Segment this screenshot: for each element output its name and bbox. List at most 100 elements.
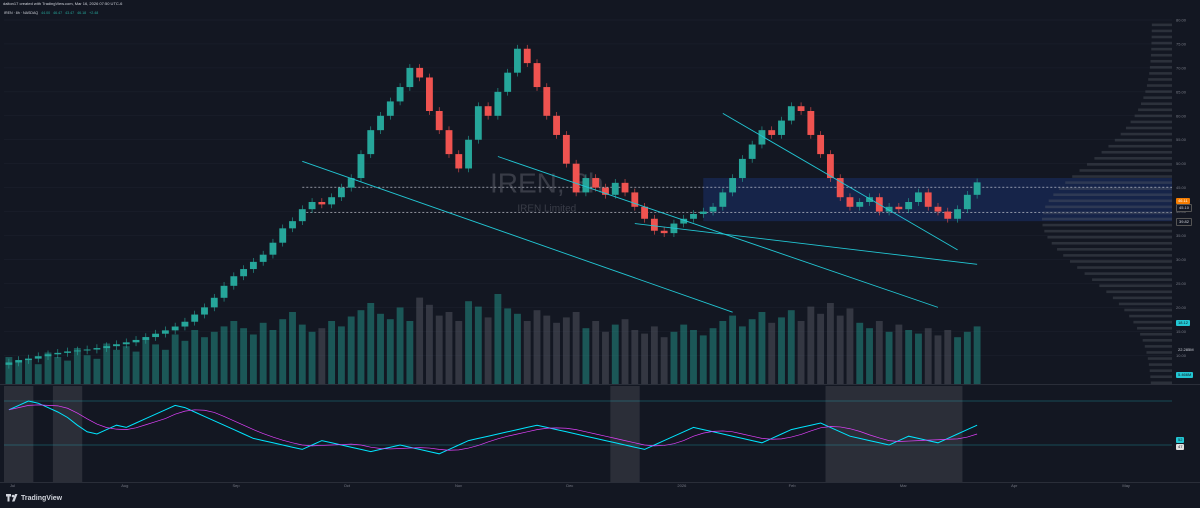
candle-body	[504, 72, 512, 92]
volume-bar	[944, 330, 952, 384]
volume-bar	[210, 331, 218, 384]
candle-body	[171, 326, 179, 331]
volume-bar	[25, 358, 32, 384]
volume-bar	[142, 339, 150, 384]
volume-bar	[934, 335, 942, 384]
volume-profile-bar	[1042, 223, 1172, 227]
candle-body	[582, 178, 590, 193]
tradingview-logo: TradingView	[6, 494, 62, 502]
candle	[201, 303, 208, 319]
candle	[748, 140, 756, 163]
volume-bar	[533, 310, 541, 384]
volume-bar	[778, 317, 785, 384]
candle-body	[533, 63, 541, 88]
osc-tag-a: 52	[1176, 437, 1185, 443]
candle-body	[259, 254, 267, 262]
candle	[504, 68, 512, 96]
candle	[846, 193, 854, 211]
volume-bar	[787, 310, 795, 384]
volume-profile-bar	[1129, 314, 1172, 318]
volume-bar	[426, 304, 433, 384]
candle-body	[73, 350, 81, 352]
volume-profile-bar	[1145, 90, 1172, 93]
candle	[73, 346, 81, 356]
volume-bar	[152, 344, 160, 384]
volume-profile-bar	[1065, 181, 1172, 184]
price-axis-label: 10.00	[1176, 353, 1187, 358]
volume-bar	[954, 337, 961, 384]
volume-bar	[367, 303, 375, 384]
volume-profile-bar	[1151, 29, 1172, 33]
volume-bar	[220, 326, 228, 384]
volume-bar	[670, 331, 678, 384]
volume-bar	[817, 313, 825, 384]
volume-bar	[973, 326, 981, 384]
candle	[494, 88, 502, 120]
oscillator-pane	[4, 386, 1172, 482]
candle	[191, 310, 199, 326]
volume-bar	[191, 330, 199, 384]
volume-bar	[337, 326, 345, 384]
candle	[416, 64, 424, 82]
volume-bar	[680, 324, 688, 384]
candle	[83, 345, 91, 355]
candle-body	[132, 339, 140, 343]
candle-body	[523, 48, 531, 64]
candle-body	[934, 206, 942, 212]
candle	[132, 336, 140, 347]
volume-bar	[866, 328, 873, 384]
candle-body	[386, 101, 394, 116]
candle	[621, 179, 629, 197]
candles	[5, 44, 981, 369]
candle-body	[738, 158, 746, 179]
candle-body	[817, 134, 825, 155]
volume-profile-bar	[1101, 150, 1172, 154]
legend-open: 44.00	[41, 11, 51, 15]
candle	[895, 202, 903, 214]
candle-body	[328, 197, 336, 205]
candle	[93, 344, 101, 354]
candle	[758, 126, 766, 149]
price-axis-label: 55.00	[1176, 137, 1187, 142]
candle-body	[709, 206, 717, 212]
candle-body	[543, 87, 551, 116]
volume-bar	[602, 331, 609, 384]
candle-body	[611, 182, 619, 195]
candle	[44, 350, 52, 361]
volume-bar	[445, 312, 453, 384]
candle	[572, 159, 580, 197]
x-tick-label: May	[1122, 483, 1130, 488]
osc-highlight-zone	[825, 386, 963, 482]
legend-high: 46.47	[53, 11, 63, 15]
candle	[523, 44, 531, 67]
volume-profile-bar	[1124, 308, 1172, 312]
volume-profile-bar	[1058, 187, 1172, 190]
volume-bar	[181, 340, 189, 384]
volume-profile-bar	[1151, 47, 1172, 51]
volume-bar	[924, 328, 932, 384]
volume-bar	[396, 307, 404, 384]
volume-profile-bar	[1053, 193, 1172, 197]
volume-bar	[523, 321, 531, 384]
volume-profile-bar	[1151, 41, 1172, 45]
candle	[259, 250, 267, 266]
consolidation-box	[703, 178, 1172, 222]
candle-body	[807, 111, 815, 135]
candle-body	[748, 144, 756, 159]
volume-bar	[807, 306, 815, 384]
volume-profile-bar	[1063, 254, 1172, 257]
candle-body	[298, 209, 306, 222]
candle	[738, 155, 746, 182]
volume-profile-bar	[1125, 126, 1172, 130]
candle	[592, 174, 600, 192]
candle-body	[484, 106, 492, 116]
candle	[650, 214, 658, 235]
price-axis-label: 75.00	[1176, 41, 1187, 46]
candle-body	[318, 202, 326, 205]
candle	[54, 349, 62, 359]
candle-body	[201, 307, 208, 315]
candle	[210, 293, 218, 312]
candle-body	[15, 360, 23, 363]
candle	[807, 107, 815, 139]
